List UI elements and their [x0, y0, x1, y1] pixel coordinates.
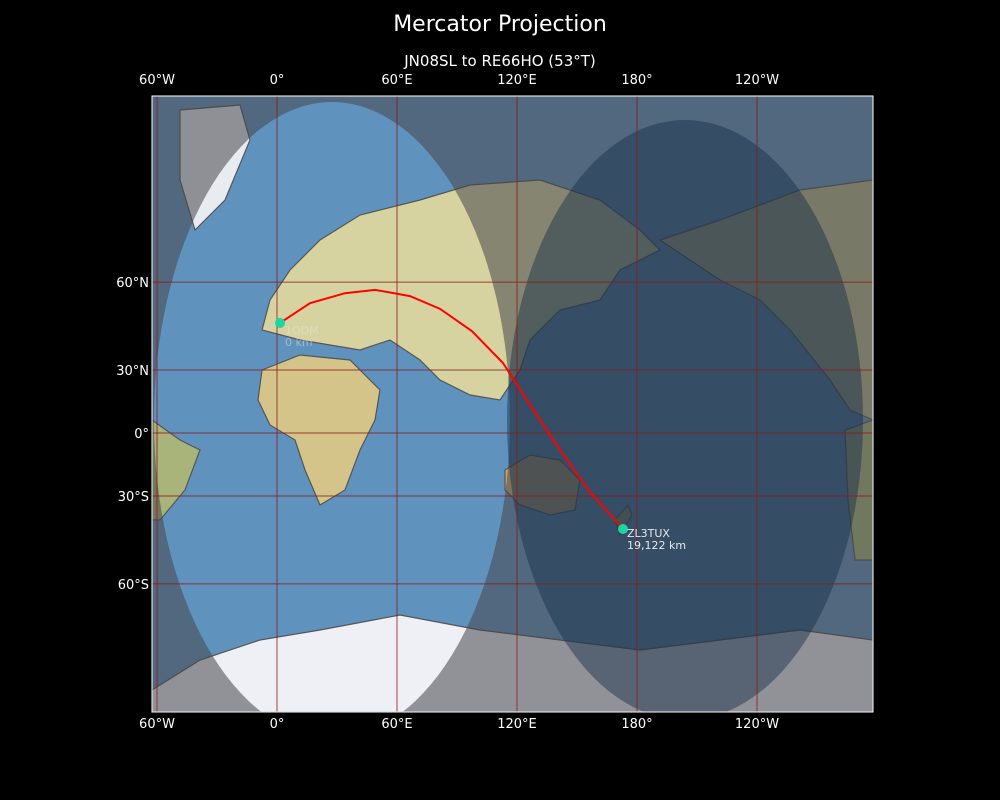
start-distance-label: 0 km [285, 336, 313, 349]
great-circle-path [279, 288, 624, 530]
lon-tick-label: 60°W [139, 73, 175, 88]
lat-tick-label: 60°S [118, 578, 149, 593]
map-frame [151, 95, 874, 713]
night-overlay [152, 96, 873, 712]
lat-tick-label: 30°S [118, 490, 149, 505]
lon-tick-label: 60°E [381, 717, 412, 732]
graticule [152, 96, 873, 712]
lon-tick-label: 180° [621, 73, 652, 88]
lat-tick-label: 0° [134, 427, 149, 442]
figure-title: Mercator Projection [393, 12, 607, 37]
start-callsign-label: 1ODM [285, 324, 319, 337]
lat-tick-label: 30°N [116, 364, 149, 379]
start-marker[interactable] [275, 317, 285, 328]
lon-tick-label: 180° [621, 717, 652, 732]
map-subtitle: JN08SL to RE66HO (53°T) [404, 52, 596, 70]
lon-tick-label: 0° [270, 73, 285, 88]
lon-tick-label: 120°W [735, 73, 779, 88]
lon-tick-label: 120°E [497, 717, 537, 732]
end-marker[interactable] [618, 523, 628, 534]
night-ellipse [507, 120, 863, 712]
lon-tick-label: 120°E [497, 73, 537, 88]
axis-ticks: 60°W 60°W 0° 0° 60°E 60°E 120°E 120°E 180° 180° 12… [116, 73, 779, 732]
map-area[interactable]: 1ODM 0 km ZL3TUX 19,122 km [152, 96, 873, 720]
end-distance-label: 19,122 km [627, 539, 686, 552]
lon-tick-label: 60°W [139, 717, 175, 732]
end-callsign-label: ZL3TUX [627, 527, 670, 540]
lon-tick-label: 0° [270, 717, 285, 732]
lon-tick-label: 60°E [381, 73, 412, 88]
lat-tick-label: 60°N [116, 276, 149, 291]
lon-tick-label: 120°W [735, 717, 779, 732]
